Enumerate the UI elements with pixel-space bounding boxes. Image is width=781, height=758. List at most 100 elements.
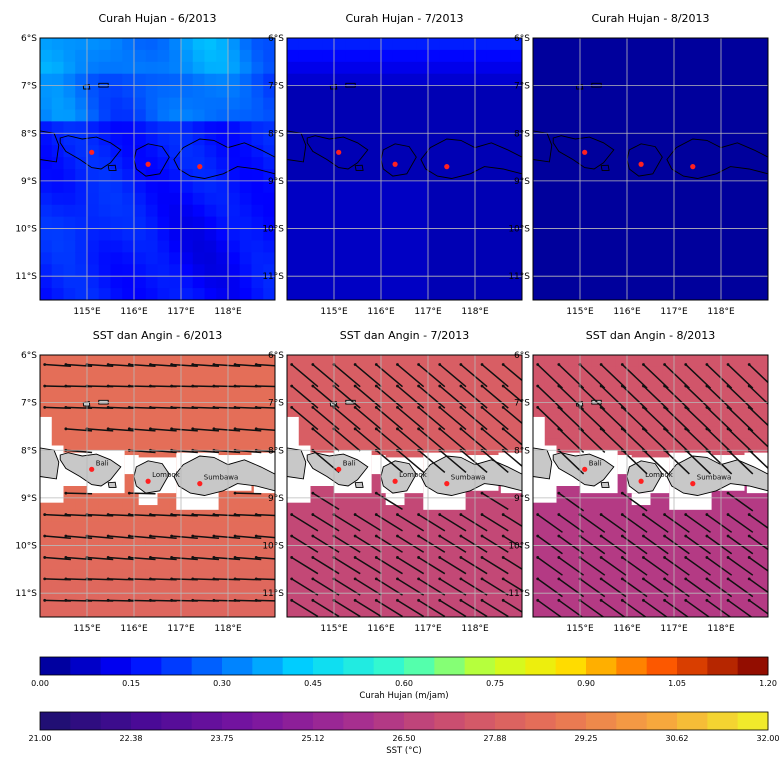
wind-arrow: [256, 385, 275, 388]
field-cell: [638, 593, 652, 606]
field-cell: [533, 252, 546, 265]
field-cell: [345, 509, 359, 523]
field-cell: [169, 73, 182, 87]
field-cell: [239, 252, 253, 265]
field-cell: [157, 533, 170, 547]
field-cell: [744, 85, 757, 99]
field-cell: [381, 402, 394, 416]
y-tick-label: 9°S: [514, 494, 530, 504]
field-cell: [650, 366, 663, 380]
wind-arrow-head: [480, 598, 484, 602]
field-cell: [228, 169, 241, 182]
field-cell: [298, 216, 312, 230]
field-cell: [475, 390, 488, 404]
field-cell: [404, 438, 417, 451]
field-cell: [732, 545, 746, 559]
wind-arrow: [312, 513, 340, 532]
field-cell: [591, 169, 605, 182]
field-cell: [110, 145, 123, 158]
field-cell: [732, 228, 746, 242]
field-cell: [334, 288, 347, 300]
field-cell: [310, 169, 323, 182]
field-cell: [486, 133, 500, 146]
field-cell: [650, 509, 663, 523]
field-cell: [192, 228, 206, 242]
field-cell: [263, 569, 275, 582]
field-cell: [110, 204, 123, 218]
field-cell: [638, 288, 652, 300]
field-cell: [662, 264, 675, 277]
field-cell: [239, 533, 253, 547]
field-cell: [603, 581, 616, 594]
field-cell: [216, 204, 229, 218]
field-cell: [216, 390, 229, 404]
field-cell: [181, 545, 194, 559]
field-cell: [510, 276, 522, 289]
field-cell: [756, 288, 768, 300]
field-cell: [169, 288, 182, 300]
field-cell: [732, 145, 746, 158]
field-cell: [603, 593, 616, 606]
wind-arrow: [685, 363, 712, 389]
y-tick-label: 7°S: [514, 82, 530, 92]
field-cell: [345, 402, 359, 416]
wind-arrow-head: [191, 598, 195, 602]
field-cell: [744, 169, 757, 182]
field-cell: [181, 169, 194, 182]
field-cell: [228, 228, 241, 242]
field-cell: [157, 402, 170, 416]
field-cell: [181, 204, 194, 218]
field-cell: [134, 192, 147, 206]
wind-arrow-head: [374, 513, 378, 516]
field-cell: [63, 521, 76, 535]
field-cell: [239, 402, 253, 416]
field-cell: [580, 228, 593, 242]
field-cell: [51, 192, 65, 206]
field-cell: [87, 521, 100, 535]
field-cell: [334, 276, 347, 289]
field-cell: [556, 557, 569, 570]
field-cell: [463, 61, 476, 75]
wind-arrow: [65, 535, 93, 540]
field-cell: [439, 390, 453, 404]
field-cell: [756, 121, 768, 134]
field-cell: [732, 109, 746, 122]
field-cell: [486, 204, 500, 218]
wind-arrow: [291, 599, 319, 617]
y-tick-label: 11°S: [15, 272, 37, 282]
field-cell: [216, 414, 229, 428]
field-cell: [627, 61, 640, 75]
wind-arrow: [312, 599, 340, 617]
field-cell: [192, 216, 206, 230]
field-cell: [169, 133, 182, 146]
field-cell: [580, 378, 593, 392]
field-cell: [110, 228, 123, 242]
field-cell: [533, 133, 546, 146]
field-cell: [603, 216, 616, 230]
field-cell: [510, 533, 522, 547]
field-cell: [475, 605, 488, 617]
field-cell: [662, 109, 675, 122]
colorbar-segment: [707, 712, 739, 730]
field-cell: [98, 252, 112, 265]
field-cell: [591, 557, 605, 570]
field-cell: [591, 605, 605, 617]
field-cell: [615, 557, 628, 570]
field-cell: [181, 276, 194, 289]
field-cell: [157, 169, 170, 182]
field-cell: [239, 204, 253, 218]
wind-arrow-head: [536, 556, 540, 559]
wind-arrow-head: [233, 598, 237, 602]
field-cell: [732, 85, 746, 99]
field-cell: [40, 378, 53, 392]
island-bali: [552, 135, 615, 170]
field-cell: [662, 288, 675, 300]
field-cell: [334, 133, 347, 146]
wind-arrow-head: [501, 577, 505, 581]
panel-frame: [39, 37, 276, 301]
field-cell: [334, 38, 347, 51]
wind-arrow: [44, 363, 71, 367]
wind-arrow-head: [212, 363, 216, 366]
field-cell: [404, 216, 417, 230]
field-cell: [51, 605, 65, 617]
